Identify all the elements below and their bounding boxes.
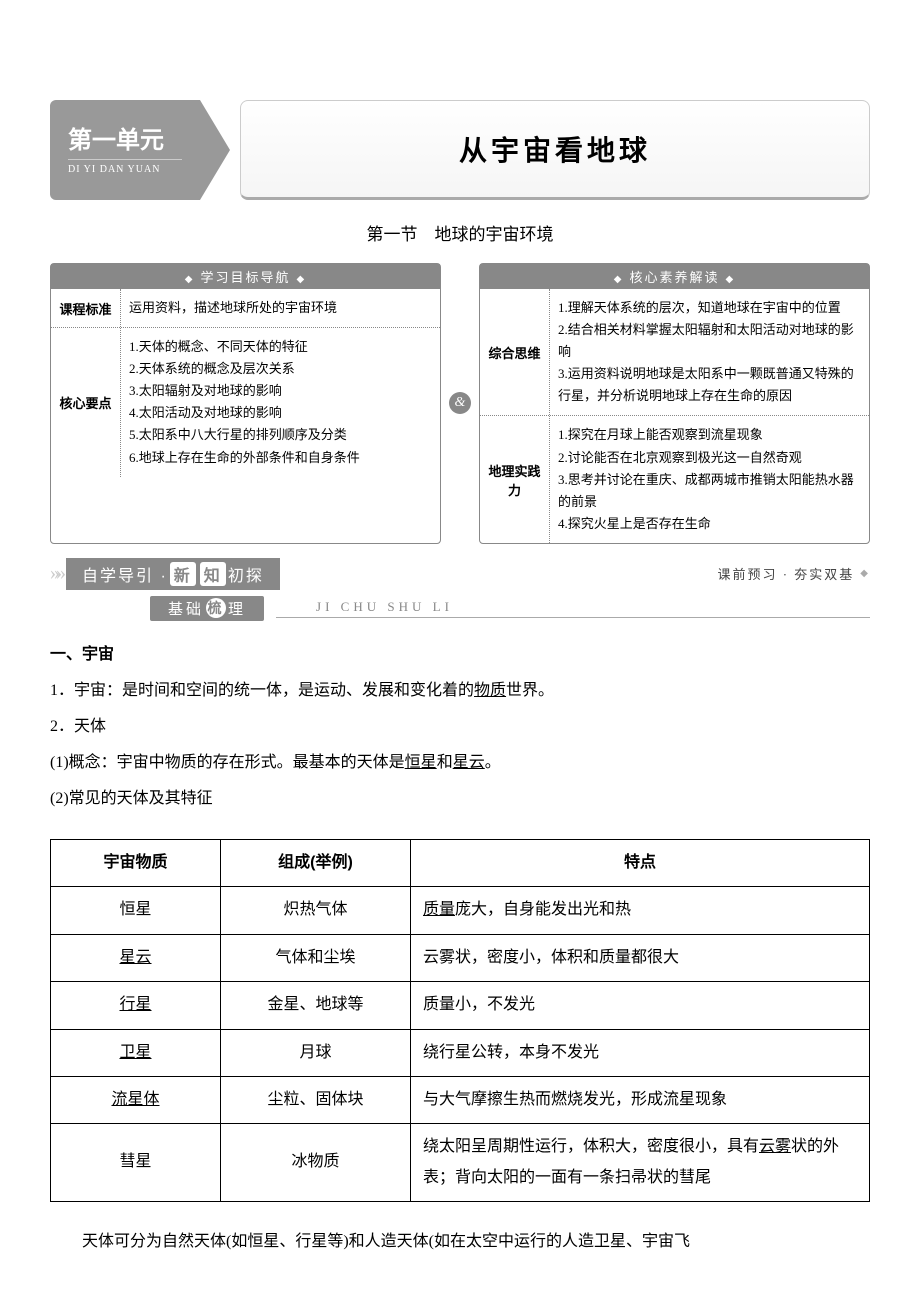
ribbon-text-c1: 初 [228, 562, 246, 586]
th-2: 组成(举例) [221, 839, 411, 886]
cell-name: 彗星 [51, 1124, 221, 1202]
p3-a: (1)概念：宇宙中物质的存在形式。最基本的天体是 [50, 754, 405, 771]
cell-name: 流星体 [51, 1076, 221, 1123]
unit-badge: 第一单元 DI YI DAN YUAN [50, 100, 200, 200]
ribbon-text-a: 自学导引 · [82, 562, 168, 586]
cell-composition: 炽热气体 [221, 887, 411, 934]
unit-badge-title: 第一单元 [68, 120, 182, 155]
info-row: 核心要点1.天体的概念、不同天体的特征2.天体系统的概念及层次关系3.太阳辐射及… [51, 327, 440, 477]
unit-arrow-icon [200, 100, 230, 200]
cell-composition: 冰物质 [221, 1124, 411, 1202]
info-content: 1.探究在月球上能否观察到流星现象2.讨论能否在北京观察到极光这一自然奇观3.思… [550, 416, 869, 542]
ampersand-icon: & [449, 392, 471, 414]
left-box-header: 学习目标导航 [51, 264, 440, 289]
objectives-row: 学习目标导航 课程标准运用资料，描述地球所处的宇宙环境核心要点1.天体的概念、不… [50, 263, 870, 544]
cell-name: 恒星 [51, 887, 221, 934]
right-box-header: 核心素养解读 [480, 264, 869, 289]
table-row: 卫星月球绕行星公转，本身不发光 [51, 1029, 870, 1076]
para-2: 2．天体 [50, 711, 870, 743]
info-content: 1.天体的概念、不同天体的特征2.天体系统的概念及层次关系3.太阳辐射及对地球的… [121, 328, 440, 477]
p1-tail: 世界。 [506, 682, 554, 699]
info-row: 综合思维1.理解天体系统的层次，知道地球在宇宙中的位置2.结合相关材料掌握太阳辐… [480, 289, 869, 415]
table-row: 彗星冰物质绕太阳呈周期性运行，体积大，密度很小，具有云雾状的外表；背向太阳的一面… [51, 1124, 870, 1202]
p3-c: 。 [485, 754, 501, 771]
sub-ribbon-a: 基础 [168, 598, 204, 619]
cell-name: 卫星 [51, 1029, 221, 1076]
p3-u2: 星云 [453, 754, 485, 771]
info-label: 综合思维 [480, 289, 550, 415]
info-row: 地理实践力1.探究在月球上能否观察到流星现象2.讨论能否在北京观察到极光这一自然… [480, 415, 869, 542]
table-row: 流星体尘粒、固体块与大气摩擦生热而燃烧发光，形成流星现象 [51, 1076, 870, 1123]
info-content: 运用资料，描述地球所处的宇宙环境 [121, 289, 440, 327]
cell-feature: 与大气摩擦生热而燃烧发光，形成流星现象 [411, 1076, 870, 1123]
unit-header: 第一单元 DI YI DAN YUAN 从宇宙看地球 [50, 100, 870, 200]
cell-feature: 云雾状，密度小，体积和质量都很大 [411, 934, 870, 981]
sub-ribbon-c: 理 [228, 598, 246, 619]
cell-composition: 气体和尘埃 [221, 934, 411, 981]
th-3: 特点 [411, 839, 870, 886]
sub-ribbon-pinyin: JI CHU SHU LI [276, 599, 870, 618]
right-objectives-box: 核心素养解读 综合思维1.理解天体系统的层次，知道地球在宇宙中的位置2.结合相关… [479, 263, 870, 544]
info-label: 核心要点 [51, 328, 121, 477]
para-3: (1)概念：宇宙中物质的存在形式。最基本的天体是恒星和星云。 [50, 747, 870, 779]
sub-ribbon-row: 基础 梳 理 JI CHU SHU LI [50, 596, 870, 621]
ribbon-text-c2: 探 [246, 562, 264, 586]
cell-name: 星云 [51, 934, 221, 981]
p1-text: 是时间和空间的统一体，是运动、发展和变化着的 [122, 682, 474, 699]
para-1: 1．宇宙：是时间和空间的统一体，是运动、发展和变化着的物质世界。 [50, 675, 870, 707]
ribbon-right-text: 课前预习 · 夯实双基 [717, 564, 870, 583]
p3-m: 和 [437, 754, 453, 771]
info-row: 课程标准运用资料，描述地球所处的宇宙环境 [51, 289, 440, 327]
cell-composition: 月球 [221, 1029, 411, 1076]
cell-name: 行星 [51, 982, 221, 1029]
sub-ribbon: 基础 梳 理 [150, 596, 264, 621]
table-row: 行星金星、地球等质量小，不发光 [51, 982, 870, 1029]
table-row: 恒星炽热气体质量庞大，自身能发出光和热 [51, 887, 870, 934]
info-label: 课程标准 [51, 289, 121, 327]
unit-badge-pinyin: DI YI DAN YUAN [68, 159, 182, 175]
cell-feature: 质量小，不发光 [411, 982, 870, 1029]
ribbon-inv-2: 知 [200, 562, 226, 586]
ribbon-self-study: »» 自学导引 · 新 知 初 探 课前预习 · 夯实双基 [50, 558, 870, 590]
chevron-icon: »» [50, 562, 62, 585]
cell-composition: 尘粒、固体块 [221, 1076, 411, 1123]
info-content: 1.理解天体系统的层次，知道地球在宇宙中的位置2.结合相关材料掌握太阳辐射和太阳… [550, 289, 869, 415]
table-header-row: 宇宙物质 组成(举例) 特点 [51, 839, 870, 886]
ribbon-inv-1: 新 [170, 562, 196, 586]
celestial-table: 宇宙物质 组成(举例) 特点 恒星炽热气体质量庞大，自身能发出光和热星云气体和尘… [50, 839, 870, 1202]
body-text: 一、宇宙 1．宇宙：是时间和空间的统一体，是运动、发展和变化着的物质世界。 2．… [50, 639, 870, 815]
p3-u1: 恒星 [405, 754, 437, 771]
cell-feature: 绕行星公转，本身不发光 [411, 1029, 870, 1076]
info-label: 地理实践力 [480, 416, 550, 542]
table-row: 星云气体和尘埃云雾状，密度小，体积和质量都很大 [51, 934, 870, 981]
heading-universe: 一、宇宙 [50, 639, 870, 671]
left-objectives-box: 学习目标导航 课程标准运用资料，描述地球所处的宇宙环境核心要点1.天体的概念、不… [50, 263, 441, 544]
footnote: 天体可分为自然天体(如恒星、行星等)和人造天体(如在太空中运行的人造卫星、宇宙飞 [50, 1226, 870, 1258]
ribbon-label: 自学导引 · 新 知 初 探 [66, 558, 280, 590]
p1-underline: 物质 [474, 682, 506, 699]
cell-feature: 绕太阳呈周期性运行，体积大，密度很小，具有云雾状的外表；背向太阳的一面有一条扫帚… [411, 1124, 870, 1202]
p1-label: 1．宇宙： [50, 682, 122, 699]
cell-composition: 金星、地球等 [221, 982, 411, 1029]
para-4: (2)常见的天体及其特征 [50, 783, 870, 815]
section-title: 第一节 地球的宇宙环境 [50, 220, 870, 245]
cell-feature: 质量庞大，自身能发出光和热 [411, 887, 870, 934]
unit-title: 从宇宙看地球 [240, 100, 870, 200]
th-1: 宇宙物质 [51, 839, 221, 886]
sub-ribbon-inv: 梳 [206, 598, 226, 618]
